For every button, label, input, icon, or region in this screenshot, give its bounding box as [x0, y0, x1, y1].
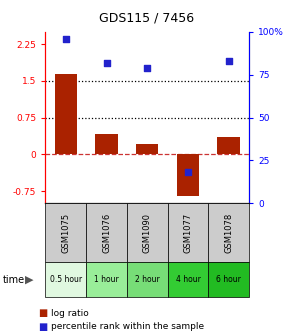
Text: GSM1076: GSM1076 — [102, 213, 111, 253]
Text: 6 hour: 6 hour — [216, 275, 241, 284]
Point — [186, 170, 190, 175]
Text: 0.5 hour: 0.5 hour — [50, 275, 82, 284]
Point — [104, 60, 109, 66]
Bar — [177, 154, 199, 196]
Bar — [136, 143, 159, 154]
Text: 4 hour: 4 hour — [176, 275, 200, 284]
Bar — [217, 137, 240, 154]
Text: ■: ■ — [38, 308, 47, 318]
Text: GSM1077: GSM1077 — [183, 213, 193, 253]
Text: 1 hour: 1 hour — [94, 275, 119, 284]
Bar — [95, 134, 118, 154]
Text: time: time — [3, 275, 25, 285]
Point — [64, 36, 68, 41]
Point — [145, 65, 150, 71]
Text: 2 hour: 2 hour — [135, 275, 160, 284]
Text: GDS115 / 7456: GDS115 / 7456 — [99, 12, 194, 25]
Text: log ratio: log ratio — [51, 309, 89, 318]
Text: ■: ■ — [38, 322, 47, 332]
Text: GSM1075: GSM1075 — [61, 213, 70, 253]
Point — [226, 58, 231, 64]
Text: ▶: ▶ — [25, 275, 34, 285]
Text: GSM1078: GSM1078 — [224, 213, 233, 253]
Bar — [54, 74, 77, 154]
Text: GSM1090: GSM1090 — [143, 213, 152, 253]
Text: percentile rank within the sample: percentile rank within the sample — [51, 322, 205, 331]
